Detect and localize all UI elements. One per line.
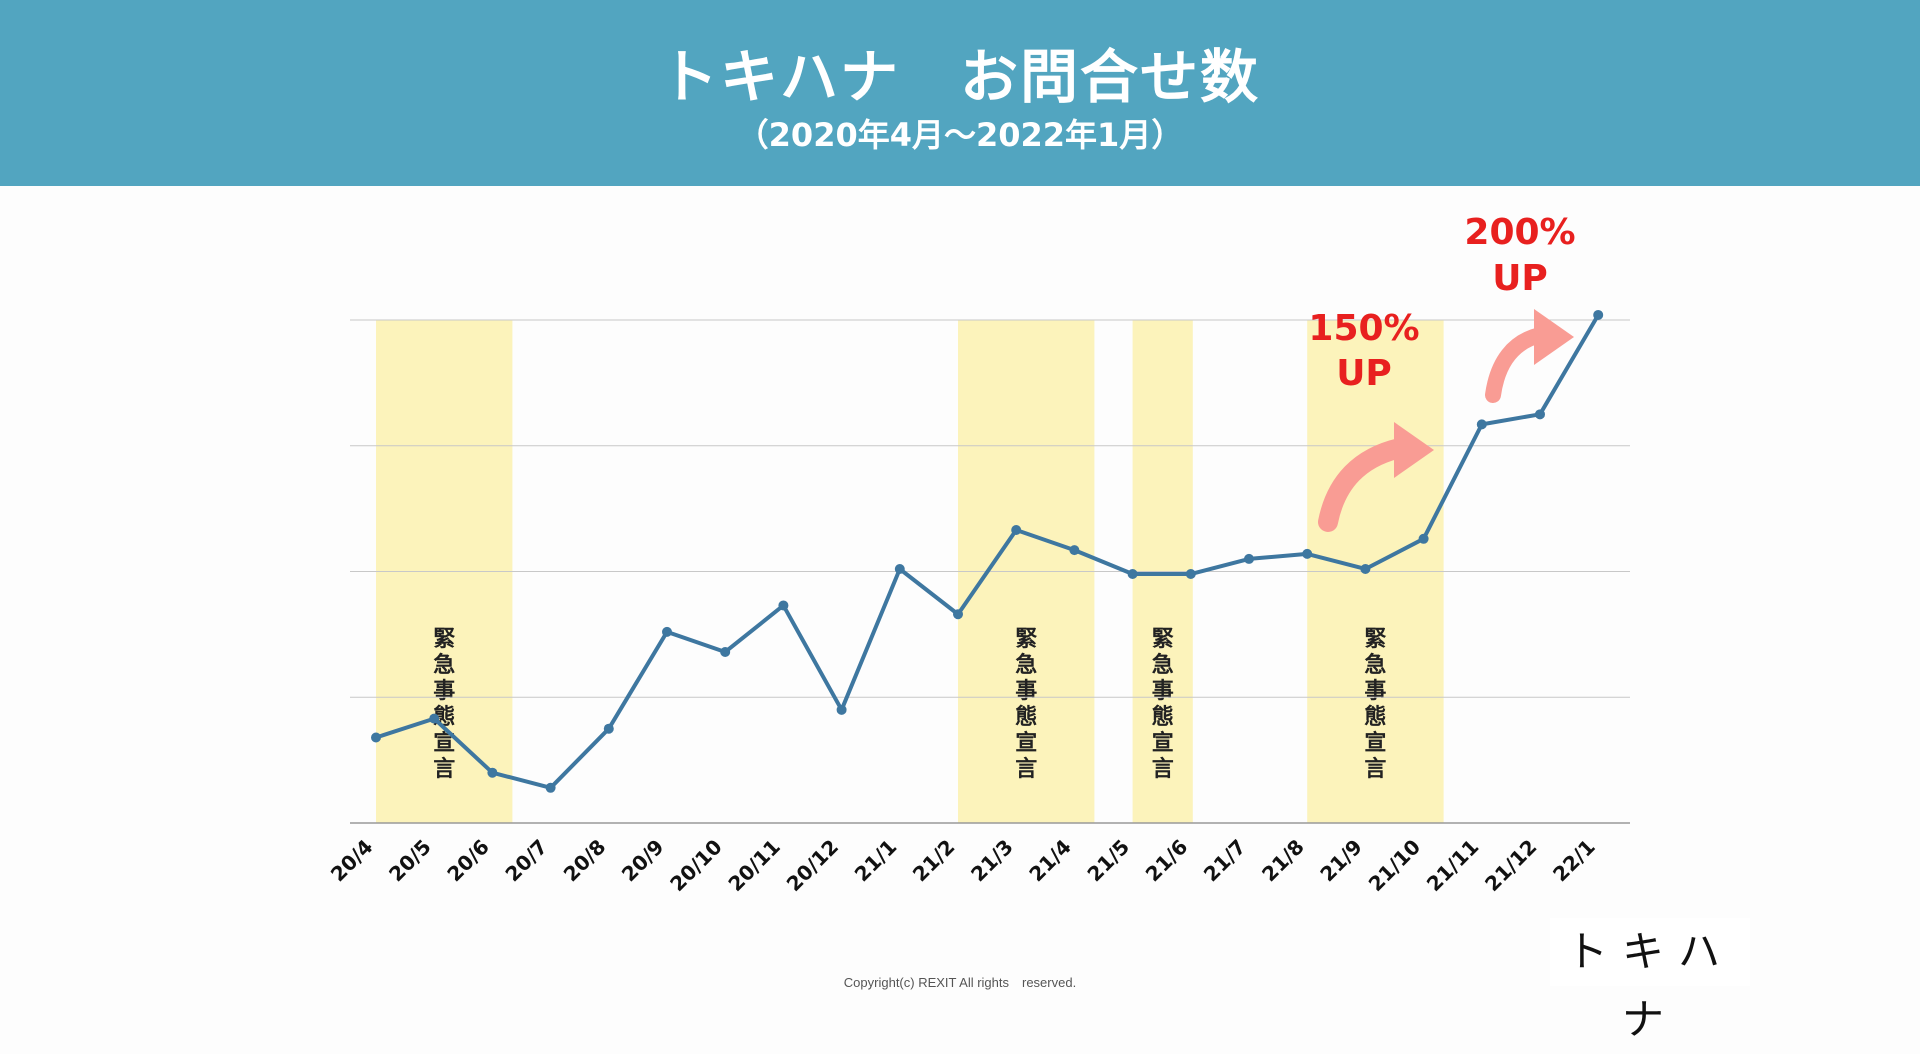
x-tick-label: 20/8 bbox=[559, 835, 611, 887]
annotation-up: UP bbox=[1336, 353, 1392, 394]
emergency-period-label: 事 bbox=[1364, 678, 1386, 704]
x-tick-label: 20/6 bbox=[442, 835, 494, 887]
data-point bbox=[836, 704, 847, 715]
series-line bbox=[375, 313, 1600, 790]
x-tick-label: 22/1 bbox=[1548, 835, 1600, 887]
x-tick-label: 20/5 bbox=[384, 835, 436, 887]
data-point bbox=[778, 600, 789, 611]
x-tick-label: 21/11 bbox=[1422, 835, 1483, 896]
x-tick-label: 21/1 bbox=[850, 835, 902, 887]
x-tick-label: 21/12 bbox=[1480, 835, 1541, 896]
chart-subtitle: （2020年4月〜2022年1月） bbox=[736, 116, 1184, 154]
x-tick-label: 20/10 bbox=[665, 835, 726, 896]
x-tick-label: 21/9 bbox=[1315, 835, 1367, 887]
data-point bbox=[1593, 309, 1604, 320]
emergency-period-label: 急 bbox=[433, 652, 455, 678]
arrow-150 bbox=[1318, 438, 1410, 532]
data-point bbox=[1360, 563, 1371, 574]
data-point bbox=[1476, 419, 1487, 430]
emergency-period-label: 言 bbox=[1152, 756, 1174, 782]
data-point bbox=[487, 767, 498, 778]
data-point bbox=[1011, 525, 1022, 536]
x-tick-label: 20/7 bbox=[500, 835, 552, 887]
data-point bbox=[371, 732, 381, 743]
emergency-period-label: 宣 bbox=[1015, 730, 1037, 756]
x-tick-label: 21/2 bbox=[908, 835, 960, 887]
data-point bbox=[1185, 569, 1196, 580]
data-point bbox=[545, 782, 556, 793]
brand-logo: トキハナ bbox=[1550, 918, 1750, 1044]
arrow-150-head bbox=[1394, 422, 1434, 478]
data-point bbox=[1535, 409, 1545, 420]
data-point bbox=[720, 646, 731, 657]
emergency-period-label: 言 bbox=[1364, 756, 1386, 782]
x-tick-label: 20/4 bbox=[326, 835, 378, 887]
x-tick-label: 21/7 bbox=[1199, 835, 1251, 887]
emergency-period-label: 緊 bbox=[1015, 627, 1037, 652]
data-point bbox=[1302, 548, 1313, 559]
data-point bbox=[1127, 569, 1138, 580]
annotation-percent: 150% bbox=[1308, 308, 1419, 349]
emergency-period-label: 急 bbox=[1015, 652, 1037, 678]
chart-title: トキハナ お問合せ数 bbox=[659, 43, 1260, 111]
emergency-period-label: 事 bbox=[433, 678, 455, 704]
x-tick-label: 21/5 bbox=[1082, 835, 1134, 887]
x-tick-label: 20/11 bbox=[723, 835, 784, 896]
x-tick-label: 20/12 bbox=[782, 835, 843, 896]
emergency-period-label: 宣 bbox=[433, 730, 455, 756]
emergency-period-label: 態 bbox=[1152, 704, 1174, 730]
data-point bbox=[894, 563, 905, 574]
annotation-percent: 200% bbox=[1464, 212, 1575, 253]
emergency-period-label: 事 bbox=[1015, 678, 1037, 704]
x-tick-label: 21/6 bbox=[1141, 835, 1193, 887]
emergency-period-label: 言 bbox=[1015, 756, 1037, 782]
emergency-period-label: 宣 bbox=[1152, 730, 1174, 756]
data-point bbox=[1418, 533, 1429, 544]
x-tick-label: 21/8 bbox=[1257, 835, 1309, 887]
emergency-period-label: 態 bbox=[1364, 704, 1386, 730]
emergency-period-label: 緊 bbox=[433, 627, 455, 652]
emergency-period-label: 急 bbox=[1364, 652, 1386, 678]
x-tick-label: 21/3 bbox=[966, 835, 1018, 887]
emergency-period-label: 緊 bbox=[1364, 627, 1386, 652]
data-point bbox=[603, 723, 614, 734]
data-point bbox=[662, 626, 672, 637]
emergency-period-label: 急 bbox=[1152, 652, 1174, 678]
emergency-period-label: 言 bbox=[433, 756, 455, 782]
emergency-period-label: 宣 bbox=[1364, 730, 1386, 756]
copyright-text: Copyright(c) REXIT All rights reserved. bbox=[843, 975, 1077, 990]
annotation-up: UP bbox=[1492, 258, 1548, 299]
arrow-200-head bbox=[1534, 309, 1574, 365]
data-point bbox=[1069, 545, 1080, 556]
emergency-period-label: 態 bbox=[1015, 704, 1037, 730]
data-point bbox=[953, 609, 963, 620]
emergency-period-label: 緊 bbox=[1152, 627, 1174, 652]
arrow-200 bbox=[1485, 327, 1548, 403]
emergency-period-label: 事 bbox=[1152, 678, 1174, 704]
x-tick-label: 21/4 bbox=[1024, 835, 1076, 887]
x-tick-label: 21/10 bbox=[1364, 835, 1425, 896]
data-point bbox=[1244, 553, 1254, 564]
data-point bbox=[429, 713, 440, 724]
header-banner: トキハナ お問合せ数 （2020年4月〜2022年1月） bbox=[0, 0, 1920, 186]
x-tick-label: 20/9 bbox=[617, 835, 669, 887]
